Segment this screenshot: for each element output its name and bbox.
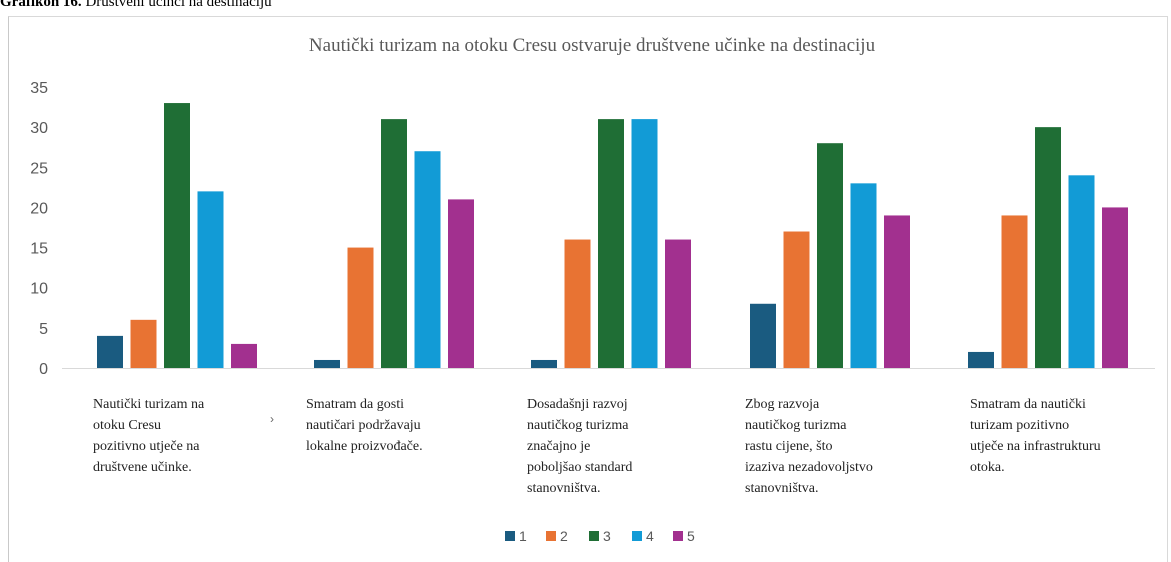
- legend-label-3: 3: [603, 528, 611, 544]
- category-label-line: Dosadašnji razvoj: [527, 397, 628, 412]
- figure-caption-number: Grafikon 16.: [0, 0, 82, 10]
- y-tick-label: 35: [30, 80, 48, 97]
- category-label-4: Zbog razvoja nautičkog turizma rastu cijen…: [745, 394, 873, 499]
- category-label-line: otoka.: [970, 460, 1005, 475]
- legend-swatch-1: [505, 531, 515, 541]
- y-tick-label: 30: [30, 120, 48, 137]
- category-label-3: Dosadašnji razvoj nautičkog turizma značaj…: [527, 394, 632, 499]
- y-tick-label: 5: [39, 321, 48, 338]
- bar-series-1-cat-1: [97, 335, 123, 368]
- category-label-line: stanovništva.: [745, 481, 819, 496]
- bar-series-3-cat-3: [598, 119, 624, 368]
- bar-series-5-cat-4: [884, 215, 910, 368]
- bar-series-4-cat-1: [197, 191, 224, 368]
- category-label-line: izaziva nezadovoljstvo: [745, 460, 873, 475]
- category-label-line: Zbog razvoja: [745, 397, 820, 412]
- bar-series-5-cat-1: [231, 343, 257, 368]
- category-label-line: društvene učinke.: [93, 460, 192, 475]
- bar-series-2-cat-1: [130, 319, 157, 368]
- bar-series-3-cat-1: [164, 103, 190, 369]
- figure-caption-text: Društveni učinci na destinaciju: [81, 0, 272, 10]
- bar-series-4-cat-3: [631, 119, 658, 368]
- bar-series-4-cat-2: [414, 151, 441, 368]
- category-label-line: turizam pozitivno: [970, 418, 1070, 433]
- legend-label-5: 5: [687, 528, 695, 544]
- category-label-line: stanovništva.: [527, 481, 601, 496]
- category-label-line: pozitivno utječe na: [93, 439, 200, 454]
- legend-swatch-5: [673, 531, 683, 541]
- category-label-1: Nautički turizam na otoku Cresu pozitivno …: [93, 394, 204, 478]
- category-label-line: značajno je: [527, 439, 591, 454]
- y-tick-label: 20: [30, 200, 48, 217]
- category-label-line: lokalne proizvođače.: [306, 439, 423, 454]
- category-label-line: Smatram da nautički: [970, 397, 1086, 412]
- category-label-line: nautičkog turizma: [527, 418, 629, 433]
- y-tick-label: 0: [39, 361, 48, 378]
- bar-series-5-cat-2: [448, 199, 474, 368]
- bar-series-2-cat-4: [783, 231, 810, 368]
- category-label-line: nautičari podržavaju: [306, 418, 421, 433]
- category-label-line: poboljšao standard: [527, 460, 633, 475]
- y-tick-label: 25: [30, 160, 48, 177]
- legend-label-2: 2: [560, 528, 568, 544]
- category-label-line: utječe na infrastrukturu: [970, 439, 1101, 454]
- bar-series-2-cat-5: [1001, 215, 1028, 368]
- legend-label-4: 4: [646, 528, 654, 544]
- bar-series-1-cat-5: [968, 351, 994, 368]
- category-label-line: Smatram da gosti: [306, 397, 404, 412]
- category-label-5: Smatram da nautički turizam pozitivno utje…: [970, 394, 1101, 478]
- legend-swatch-3: [589, 531, 599, 541]
- category-label-line: nautičkog turizma: [745, 418, 847, 433]
- legend-swatch-2: [546, 531, 556, 541]
- bar-series-5-cat-3: [665, 239, 691, 368]
- bar-series-1-cat-2: [314, 359, 340, 368]
- bar-series-1-cat-3: [531, 359, 557, 368]
- legend-label-1: 1: [519, 528, 527, 544]
- legend-swatch-4: [632, 531, 642, 541]
- bar-series-4-cat-5: [1068, 175, 1095, 368]
- bar-series-3-cat-5: [1035, 127, 1061, 369]
- bar-series-2-cat-3: [564, 239, 591, 368]
- bar-series-2-cat-2: [347, 247, 374, 368]
- category-label-line: Nautički turizam na: [93, 397, 205, 412]
- bar-series-3-cat-4: [817, 143, 843, 368]
- category-label-line: otoku Cresu: [93, 418, 162, 433]
- bar-series-3-cat-2: [381, 119, 407, 368]
- category-label-line: rastu cijene, što: [745, 439, 833, 454]
- figure-caption: Grafikon 16. Društveni učinci na destina…: [0, 0, 272, 11]
- y-tick-label: 15: [30, 241, 48, 258]
- chart-frame: [8, 16, 1168, 562]
- category-label-2: Smatram da gosti nautičari podržavaju loka…: [306, 394, 423, 457]
- bar-series-1-cat-4: [750, 303, 776, 368]
- y-tick-label: 10: [30, 281, 48, 298]
- stray-mark: ›: [270, 412, 274, 426]
- bar-series-4-cat-4: [850, 183, 877, 368]
- bar-series-5-cat-5: [1102, 207, 1128, 368]
- chart-title: Nautički turizam na otoku Cresu ostvaruj…: [309, 35, 876, 56]
